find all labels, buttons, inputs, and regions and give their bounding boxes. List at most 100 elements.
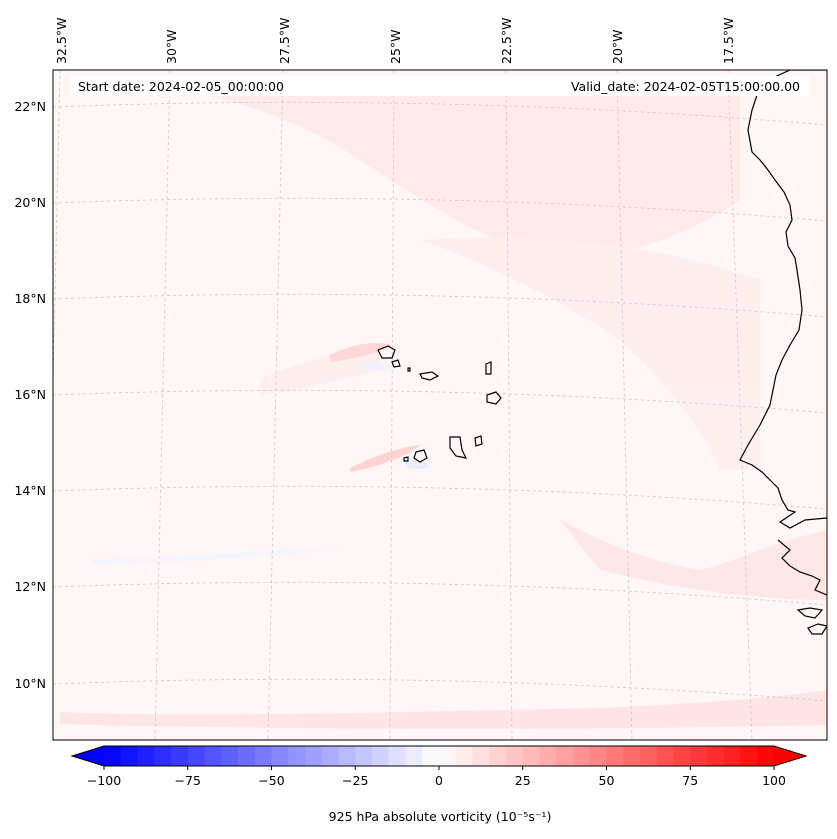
colorbar-cell: [472, 746, 490, 766]
colorbar-cell: [455, 746, 473, 766]
colorbar-tick-label: −75: [175, 773, 201, 788]
island-sao-nicolau: [419, 371, 440, 381]
colorbar-cell: [405, 746, 423, 766]
colorbar-extend-max: [774, 746, 806, 766]
colorbar-cell: [707, 746, 725, 766]
colorbar-cell: [606, 746, 624, 766]
colorbar-cell: [723, 746, 741, 766]
colorbar-cell: [372, 746, 390, 766]
colorbar-cell: [539, 746, 557, 766]
meridian-27-5w: [267, 70, 284, 740]
colorbar-cell: [489, 746, 507, 766]
colorbar-cell: [439, 746, 457, 766]
parallel-10n: [53, 678, 827, 702]
colorbar-cell: [288, 746, 306, 766]
colorbar-cell: [355, 746, 373, 766]
colorbar-cell: [305, 746, 323, 766]
colorbar-cell: [656, 746, 674, 766]
parallel-14n: [53, 485, 827, 510]
colorbar-tick-label: 50: [599, 773, 615, 788]
colorbar-cell: [254, 746, 272, 766]
guinea-islands: [796, 607, 827, 635]
lon-label-30w: 30°W: [164, 29, 179, 64]
lon-label-22-5w: 22.5°W: [499, 18, 514, 64]
colorbar-cell: [187, 746, 205, 766]
lon-label-17-5w: 17.5°W: [721, 18, 736, 64]
colorbar-cell: [120, 746, 138, 766]
parallel-12n: [53, 581, 827, 606]
colorbar-cell: [388, 746, 406, 766]
colorbar-cell: [154, 746, 172, 766]
island-sao-vicente: [391, 359, 401, 368]
colorbar-cell: [204, 746, 222, 766]
colorbar-cell: [271, 746, 289, 766]
colorbar-tick-label: −25: [342, 773, 368, 788]
field-patch-south-band: [60, 690, 827, 729]
island-fogo: [413, 449, 428, 463]
colorbar-cell: [171, 746, 189, 766]
field-patch-south-island-wake: [350, 445, 420, 472]
colorbar-tick-label: −100: [87, 773, 121, 788]
colorbar-cell: [137, 746, 155, 766]
island-sal: [485, 361, 492, 375]
africa-coast-south: [777, 539, 827, 596]
lat-label-10n: 10°N: [14, 676, 46, 691]
field-patch-north: [120, 80, 740, 257]
colorbar-tick-label: 75: [682, 773, 698, 788]
colorbar-tick-label: 100: [762, 773, 786, 788]
lat-label-16n: 16°N: [14, 387, 46, 402]
colorbar-cell: [104, 746, 122, 766]
lat-label-12n: 12°N: [14, 579, 46, 594]
lon-label-20w: 20°W: [610, 29, 625, 64]
latitude-labels: 22°N 20°N 18°N 16°N 14°N 12°N 10°N: [14, 99, 46, 691]
parallel-18n: [53, 293, 827, 318]
parallel-16n: [53, 389, 827, 414]
colorbar-cell: [673, 746, 691, 766]
lat-label-22n: 22°N: [14, 99, 46, 114]
vorticity-field-shading: [60, 80, 827, 729]
colorbar-tick-label: −50: [258, 773, 284, 788]
parallel-20n: [53, 197, 827, 222]
valid-date-label: Valid_date: 2024-02-05T15:00:00.00: [571, 79, 800, 94]
colorbar-cell: [238, 746, 256, 766]
colorbar-cell: [506, 746, 524, 766]
colorbar-cell: [589, 746, 607, 766]
meridian-20w: [616, 70, 633, 740]
colorbar: −100 −75 −50 −25 0 25 50 75 100 925 hPa absolute…: [70, 745, 808, 824]
field-patch-band: [420, 238, 760, 470]
annotation-box: [70, 76, 810, 96]
colorbar-cell: [740, 746, 758, 766]
colorbar-cell: [690, 746, 708, 766]
colorbar-label: 925 hPa absolute vorticity (10⁻⁵s⁻¹): [329, 809, 552, 824]
meridian-25w: [389, 70, 395, 740]
island-boa-vista: [486, 391, 502, 405]
lon-label-32-5w: 32.5°W: [54, 18, 69, 64]
meridian-17-5w: [727, 70, 753, 740]
field-negative-wake-south: [405, 459, 430, 470]
graticule: [53, 70, 827, 740]
colorbar-cell: [221, 746, 239, 766]
island-santa-luzia: [407, 367, 411, 372]
colorbar-cell: [573, 746, 591, 766]
colorbar-cell: [623, 746, 641, 766]
start-date-label: Start date: 2024-02-05_00:00:00: [78, 79, 284, 94]
colorbar-cell: [321, 746, 339, 766]
colorbar-cell: [338, 746, 356, 766]
lat-label-18n: 18°N: [14, 291, 46, 306]
island-maio: [474, 435, 483, 447]
island-santiago: [449, 436, 468, 459]
colorbar-cells: [72, 746, 806, 766]
colorbar-cell: [757, 746, 775, 766]
meridian-30w: [154, 70, 171, 740]
coastlines: [377, 70, 827, 635]
field-negative-streak: [90, 548, 340, 566]
lon-label-27-5w: 27.5°W: [277, 18, 292, 64]
colorbar-cell: [640, 746, 658, 766]
island-santo-antao: [377, 345, 396, 359]
colorbar-extend-min: [72, 746, 104, 766]
africa-coast: [739, 70, 827, 529]
lat-label-20n: 20°N: [14, 195, 46, 210]
lat-label-14n: 14°N: [14, 483, 46, 498]
meridian-22-5w: [505, 70, 513, 740]
island-brava: [403, 456, 409, 462]
